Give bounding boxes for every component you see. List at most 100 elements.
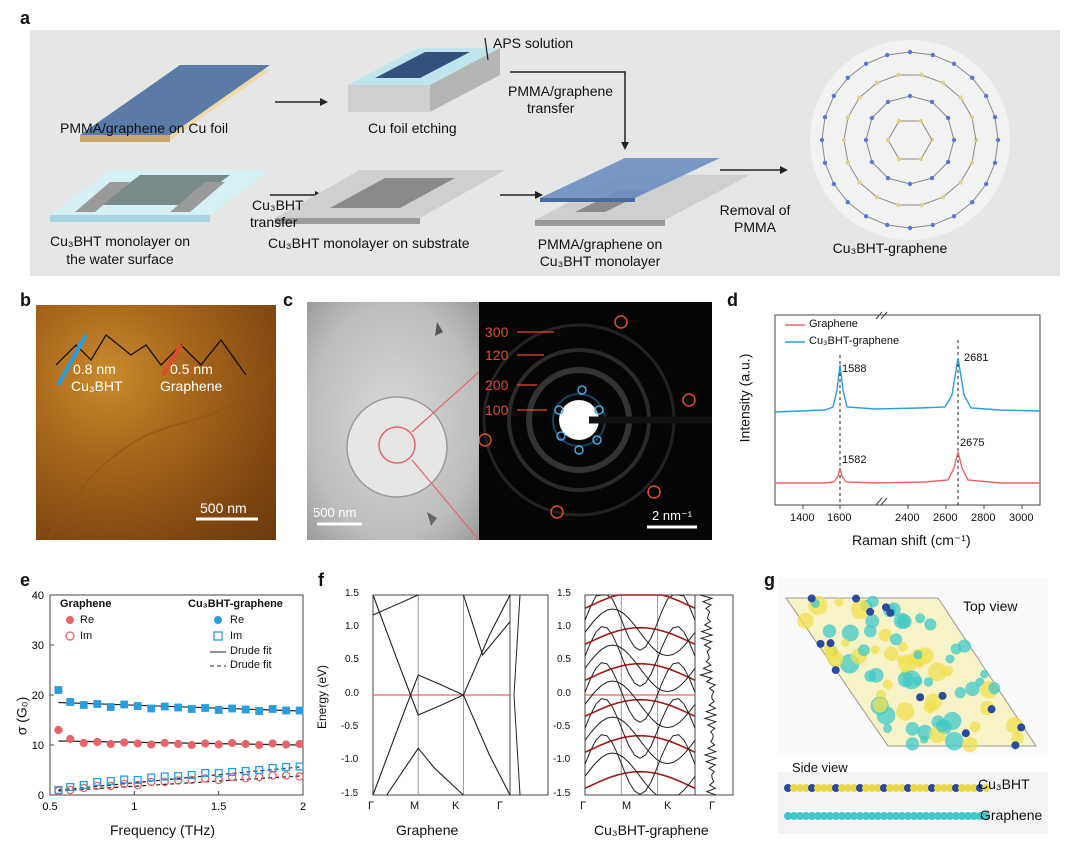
raman-legend-cubht: Cu₃BHT-graphene xyxy=(809,335,900,347)
cond-point-1 xyxy=(295,772,304,781)
band-line xyxy=(584,770,696,790)
lattice-atom xyxy=(929,175,935,181)
saed-blue-spots xyxy=(554,385,604,455)
panel-g-letter: g xyxy=(764,570,775,590)
cond-xtick-label: 0.5 xyxy=(42,801,57,813)
transfer-label-1: PMMA/graphene xyxy=(508,83,614,99)
lattice-atom xyxy=(896,118,902,124)
lattice-atom xyxy=(992,115,998,120)
cond-point-2 xyxy=(201,704,210,712)
lattice-bond xyxy=(932,215,955,226)
cond-point-2 xyxy=(79,701,88,709)
cond-point-3 xyxy=(66,782,75,792)
lattice-bond xyxy=(920,139,933,160)
cond-point-1 xyxy=(227,772,237,782)
lattice-atom xyxy=(919,202,924,208)
density-blob xyxy=(945,654,955,664)
band-tick-y2: 0.5 xyxy=(345,654,359,665)
lattice-bond xyxy=(824,162,835,185)
pmma-on-cubht-illustration xyxy=(535,158,750,226)
cond-point-2 xyxy=(106,703,115,711)
saed-ring-100: 100 xyxy=(485,402,509,418)
lattice-atom xyxy=(951,214,957,219)
cond-point-1 xyxy=(133,780,142,790)
side-graphene-atom xyxy=(850,812,858,820)
density-blob xyxy=(896,702,915,721)
lattice-atom xyxy=(907,93,913,99)
side-graphene-atom xyxy=(976,812,984,820)
raman-peak-2681: 2681 xyxy=(964,352,989,364)
lattice-atom xyxy=(973,137,979,143)
lattice-atom xyxy=(958,180,963,185)
lattice-atom xyxy=(918,118,924,124)
cond-legend-group1: Graphene xyxy=(60,598,112,610)
cu-atom xyxy=(831,666,840,675)
density-blob xyxy=(822,624,837,638)
cond-point-3 xyxy=(201,768,210,778)
cond-point-3 xyxy=(54,785,63,795)
cond-point-3 xyxy=(79,780,88,790)
band-line xyxy=(462,594,511,657)
cu-atom xyxy=(816,639,825,648)
cond-ytick-label: 40 xyxy=(32,590,44,602)
density-blob xyxy=(905,722,920,736)
density-blob xyxy=(915,613,926,624)
raman-legend-graphene: Graphene xyxy=(809,318,858,330)
band-structure-chart xyxy=(372,594,734,796)
cond-point-3 xyxy=(255,765,264,775)
band-line xyxy=(584,594,696,610)
lattice-bond xyxy=(994,117,999,141)
cond-point-2 xyxy=(214,706,223,714)
side-graphene-atom xyxy=(892,812,900,820)
cond-legend-re1: Re xyxy=(80,614,95,626)
cubht-substrate-illustration xyxy=(275,170,505,224)
raman-tick-3000: 3000 xyxy=(1009,512,1034,524)
lattice-bond xyxy=(909,95,933,103)
band-k-right-0: Γ xyxy=(580,800,587,812)
cond-ytick-label: 0 xyxy=(38,790,44,802)
cu-atom xyxy=(866,607,875,616)
side-graphene-atom xyxy=(934,812,942,820)
panel-f-letter: f xyxy=(318,570,324,590)
lattice-atom xyxy=(930,222,935,228)
saed-red-spots xyxy=(479,315,696,519)
band-tick-y5-right: -1.0 xyxy=(553,754,571,765)
water-label-1: Cu₃BHT monolayer on xyxy=(49,233,191,249)
density-blob xyxy=(834,597,844,607)
side-graphene-atom xyxy=(982,812,990,820)
raman-series-graphene xyxy=(775,451,1040,484)
cond-point-3 xyxy=(282,762,291,772)
lattice-atom xyxy=(969,115,975,120)
band-tick-y2-right: 0.5 xyxy=(557,654,571,665)
band-line xyxy=(584,644,696,693)
cond-point-3 xyxy=(133,775,142,785)
lattice-atom xyxy=(896,156,902,162)
cond-point-2 xyxy=(120,700,129,709)
lattice-atom xyxy=(945,159,951,165)
raman-series-cubht xyxy=(774,357,1041,413)
legend-glyph-graphene-im xyxy=(65,631,75,641)
side-cubht-atom xyxy=(826,784,834,792)
lattice-bond xyxy=(920,120,933,141)
cond-point-1 xyxy=(281,771,291,780)
raman-ylabel: Intensity (a.u.) xyxy=(736,353,753,443)
band-line xyxy=(584,716,696,765)
side-graphene-atom xyxy=(856,812,864,820)
density-blob xyxy=(969,721,981,733)
cond-point-1 xyxy=(200,774,210,783)
side-cubht-atom xyxy=(958,784,966,792)
band-line xyxy=(584,698,696,718)
side-view-label: Side view xyxy=(792,760,848,775)
cond-legend-group2: Cu₃BHT-graphene xyxy=(188,598,283,610)
lattice-atom xyxy=(822,160,828,165)
drude-fit-cubht-im xyxy=(58,766,300,791)
cubht-profile-line xyxy=(56,334,88,386)
cond-point-2 xyxy=(241,705,250,714)
cond-point-0 xyxy=(79,738,88,748)
lattice-atom xyxy=(874,194,880,200)
side-graphene-atom xyxy=(928,812,936,820)
side-cubht-atom xyxy=(784,784,792,792)
panel-a-schematic xyxy=(50,37,1010,240)
cond-point-1 xyxy=(106,781,115,791)
cubht-graphene-label: Cu₃BHT-graphene xyxy=(832,240,948,256)
